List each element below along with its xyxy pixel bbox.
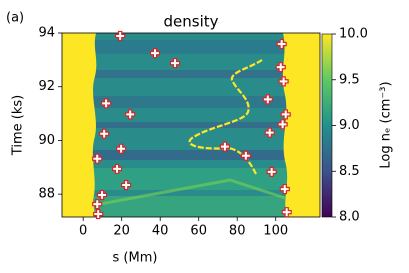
x-tick-label: 100 [263, 224, 288, 239]
marker [264, 127, 275, 138]
y-axis-label: Time (ks) [11, 95, 26, 156]
marker [111, 163, 123, 175]
marker [116, 143, 127, 154]
chart-title: density [164, 13, 219, 31]
x-axis-label: s (Mm) [113, 251, 158, 266]
x-tick-label: 80 [229, 224, 246, 239]
colorbar-tick-label: 8.0 [339, 210, 360, 225]
marker [278, 76, 289, 87]
marker [219, 141, 230, 152]
colorbar-label: Log nₑ (cm⁻³) [379, 81, 394, 168]
marker [279, 183, 290, 195]
x-tick-label: 0 [79, 224, 87, 239]
y-tick-label: 92 [38, 79, 55, 94]
colorbar-tick-label: 9.0 [339, 118, 360, 133]
marker [275, 62, 286, 73]
marker [96, 189, 108, 201]
marker [149, 48, 161, 59]
marker [125, 109, 136, 120]
marker [262, 94, 273, 105]
marker [92, 199, 103, 210]
marker [169, 57, 181, 69]
x-tick-label: 60 [190, 224, 207, 239]
marker [266, 166, 277, 177]
marker [280, 109, 291, 120]
plot-frame [61, 32, 321, 218]
marker [281, 207, 292, 218]
marker [276, 38, 287, 50]
colorbar-tick-label: 9.5 [339, 72, 360, 87]
density-map [62, 33, 320, 217]
marker [93, 208, 104, 220]
marker [92, 153, 103, 164]
y-tick-label: 94 [38, 26, 55, 41]
marker [115, 30, 126, 42]
x-tick-label: 20 [113, 224, 130, 239]
marker [99, 128, 110, 139]
x-tick-label: 40 [152, 224, 169, 239]
colorbar-tick-label: 10.0 [339, 27, 368, 42]
y-tick-label: 90 [38, 133, 55, 148]
y-tick-label: 88 [38, 187, 55, 202]
colorbar-tick-label: 8.5 [339, 164, 360, 179]
marker [240, 150, 251, 161]
marker [100, 98, 112, 109]
panel-label: (a) [6, 11, 24, 26]
marker [277, 119, 288, 130]
colorbar [321, 33, 333, 218]
marker [121, 179, 132, 191]
